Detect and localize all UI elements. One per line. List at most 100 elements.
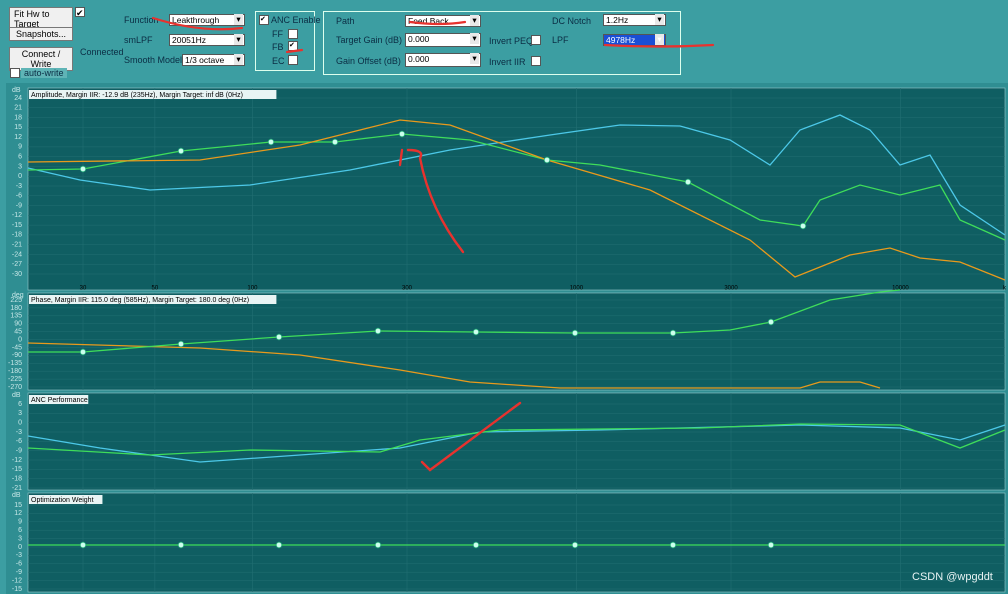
target-gain-input[interactable]: 0.000 (405, 33, 481, 47)
control-point (177, 340, 185, 348)
control-point (571, 329, 579, 337)
watermark: CSDN @wpgddt (912, 571, 993, 583)
control-point (267, 138, 275, 146)
y-tick-label: 9 (18, 144, 22, 151)
control-point (275, 541, 283, 549)
control-point (79, 165, 87, 173)
invert-peq-label: Invert PEQ (489, 36, 534, 46)
response-curve (27, 342, 881, 389)
control-point (684, 178, 692, 186)
annotation-stroke (420, 401, 522, 472)
y-tick-label: -6 (16, 561, 22, 568)
y-tick-label: 24 (14, 95, 22, 102)
control-point (79, 348, 87, 356)
y-tick-label: 225 (10, 297, 22, 304)
y-tick-label: -45 (12, 344, 22, 351)
y-tick-label: -135 (8, 360, 22, 367)
y-tick-label: -15 (12, 586, 22, 593)
y-tick-label: -3 (16, 183, 22, 190)
function-select[interactable]: Leakthrough (169, 14, 245, 26)
fb-label: FB (272, 42, 284, 52)
function-label: Function (124, 15, 159, 25)
control-point (543, 156, 551, 164)
plot-title: Optimization Weight (31, 497, 94, 504)
invert-peq-checkbox[interactable] (531, 35, 541, 45)
y-tick-label: -15 (12, 466, 22, 473)
control-point (177, 147, 185, 155)
title-bg (29, 495, 103, 504)
snapshots-button[interactable]: Snapshots... (9, 27, 73, 41)
response-curve (27, 423, 1006, 456)
dc-notch-select[interactable]: 1.2Hz (603, 14, 666, 26)
response-curve (27, 114, 1006, 236)
fit-checkbox[interactable]: ✔ (75, 7, 85, 18)
smooth-select[interactable]: 1/3 octave (182, 54, 245, 66)
y-tick-label: -21 (12, 485, 22, 492)
gain-offset-label: Gain Offset (dB) (336, 56, 401, 66)
path-group (323, 11, 681, 75)
plot-panel (27, 492, 1006, 593)
y-tick-label: 12 (14, 134, 22, 141)
smlpf-select[interactable]: 20051Hz (169, 34, 245, 46)
control-point (472, 328, 480, 336)
unit-label: dB (12, 87, 21, 94)
connect-button[interactable]: Connect / Write (9, 47, 73, 71)
unit-label: dB (12, 392, 21, 399)
x-tick-label: 50 (152, 286, 159, 292)
path-label: Path (336, 16, 355, 26)
control-point (571, 541, 579, 549)
y-tick-label: -90 (12, 352, 22, 359)
control-point (79, 541, 87, 549)
gain-offset-input[interactable]: 0.000 (405, 53, 481, 67)
invert-iir-checkbox[interactable] (531, 56, 541, 66)
y-tick-label: -9 (16, 448, 22, 455)
y-tick-label: -12 (12, 457, 22, 464)
control-point (669, 329, 677, 337)
y-tick-label: 0 (18, 173, 22, 180)
y-tick-label: -12 (12, 212, 22, 219)
y-tick-label: -21 (12, 242, 22, 249)
auto-write-label: auto-write (21, 68, 67, 78)
control-point (374, 327, 382, 335)
y-tick-label: 3 (18, 410, 22, 417)
control-point (767, 318, 775, 326)
plot-panel (27, 87, 1006, 291)
red-annotations (151, 16, 715, 54)
y-tick-label: -27 (12, 261, 22, 268)
dc-notch-label: DC Notch (552, 16, 592, 26)
y-tick-label: 21 (14, 105, 22, 112)
x-tick-label: 300 (402, 286, 413, 292)
y-tick-label: 3 (18, 163, 22, 170)
y-tick-label: 0 (18, 336, 22, 343)
control-point (177, 541, 185, 549)
y-tick-label: -6 (16, 193, 22, 200)
y-tick-label: -30 (12, 271, 22, 278)
title-bg (29, 295, 277, 304)
title-bg (29, 395, 89, 404)
y-tick-label: -18 (12, 476, 22, 483)
y-tick-label: 15 (14, 502, 22, 509)
y-tick-label: 9 (18, 519, 22, 526)
x-tick-label: 100 (247, 286, 258, 292)
annotation-stroke (398, 148, 465, 254)
lpf-label: LPF (552, 35, 569, 45)
y-tick-label: 90 (14, 321, 22, 328)
ec-checkbox[interactable] (288, 55, 298, 65)
y-tick-label: 6 (18, 154, 22, 161)
ff-checkbox[interactable] (288, 29, 298, 39)
y-tick-label: 6 (18, 401, 22, 408)
plot-title: Phase, Margin IIR: 115.0 deg (585Hz), Ma… (31, 297, 249, 304)
y-tick-label: -24 (12, 251, 22, 258)
control-point (374, 541, 382, 549)
anc-enable-label: ANC Enable (271, 15, 321, 25)
y-tick-label: -12 (12, 577, 22, 584)
y-tick-label: -225 (8, 376, 22, 383)
y-tick-label: -9 (16, 202, 22, 209)
y-tick-label: 45 (14, 328, 22, 335)
y-tick-label: 3 (18, 535, 22, 542)
auto-write-checkbox[interactable] (10, 68, 20, 78)
anc-enable-checkbox[interactable]: ✔ (259, 15, 269, 25)
red-annotations (398, 148, 522, 472)
x-end-label: k (1003, 286, 1007, 292)
